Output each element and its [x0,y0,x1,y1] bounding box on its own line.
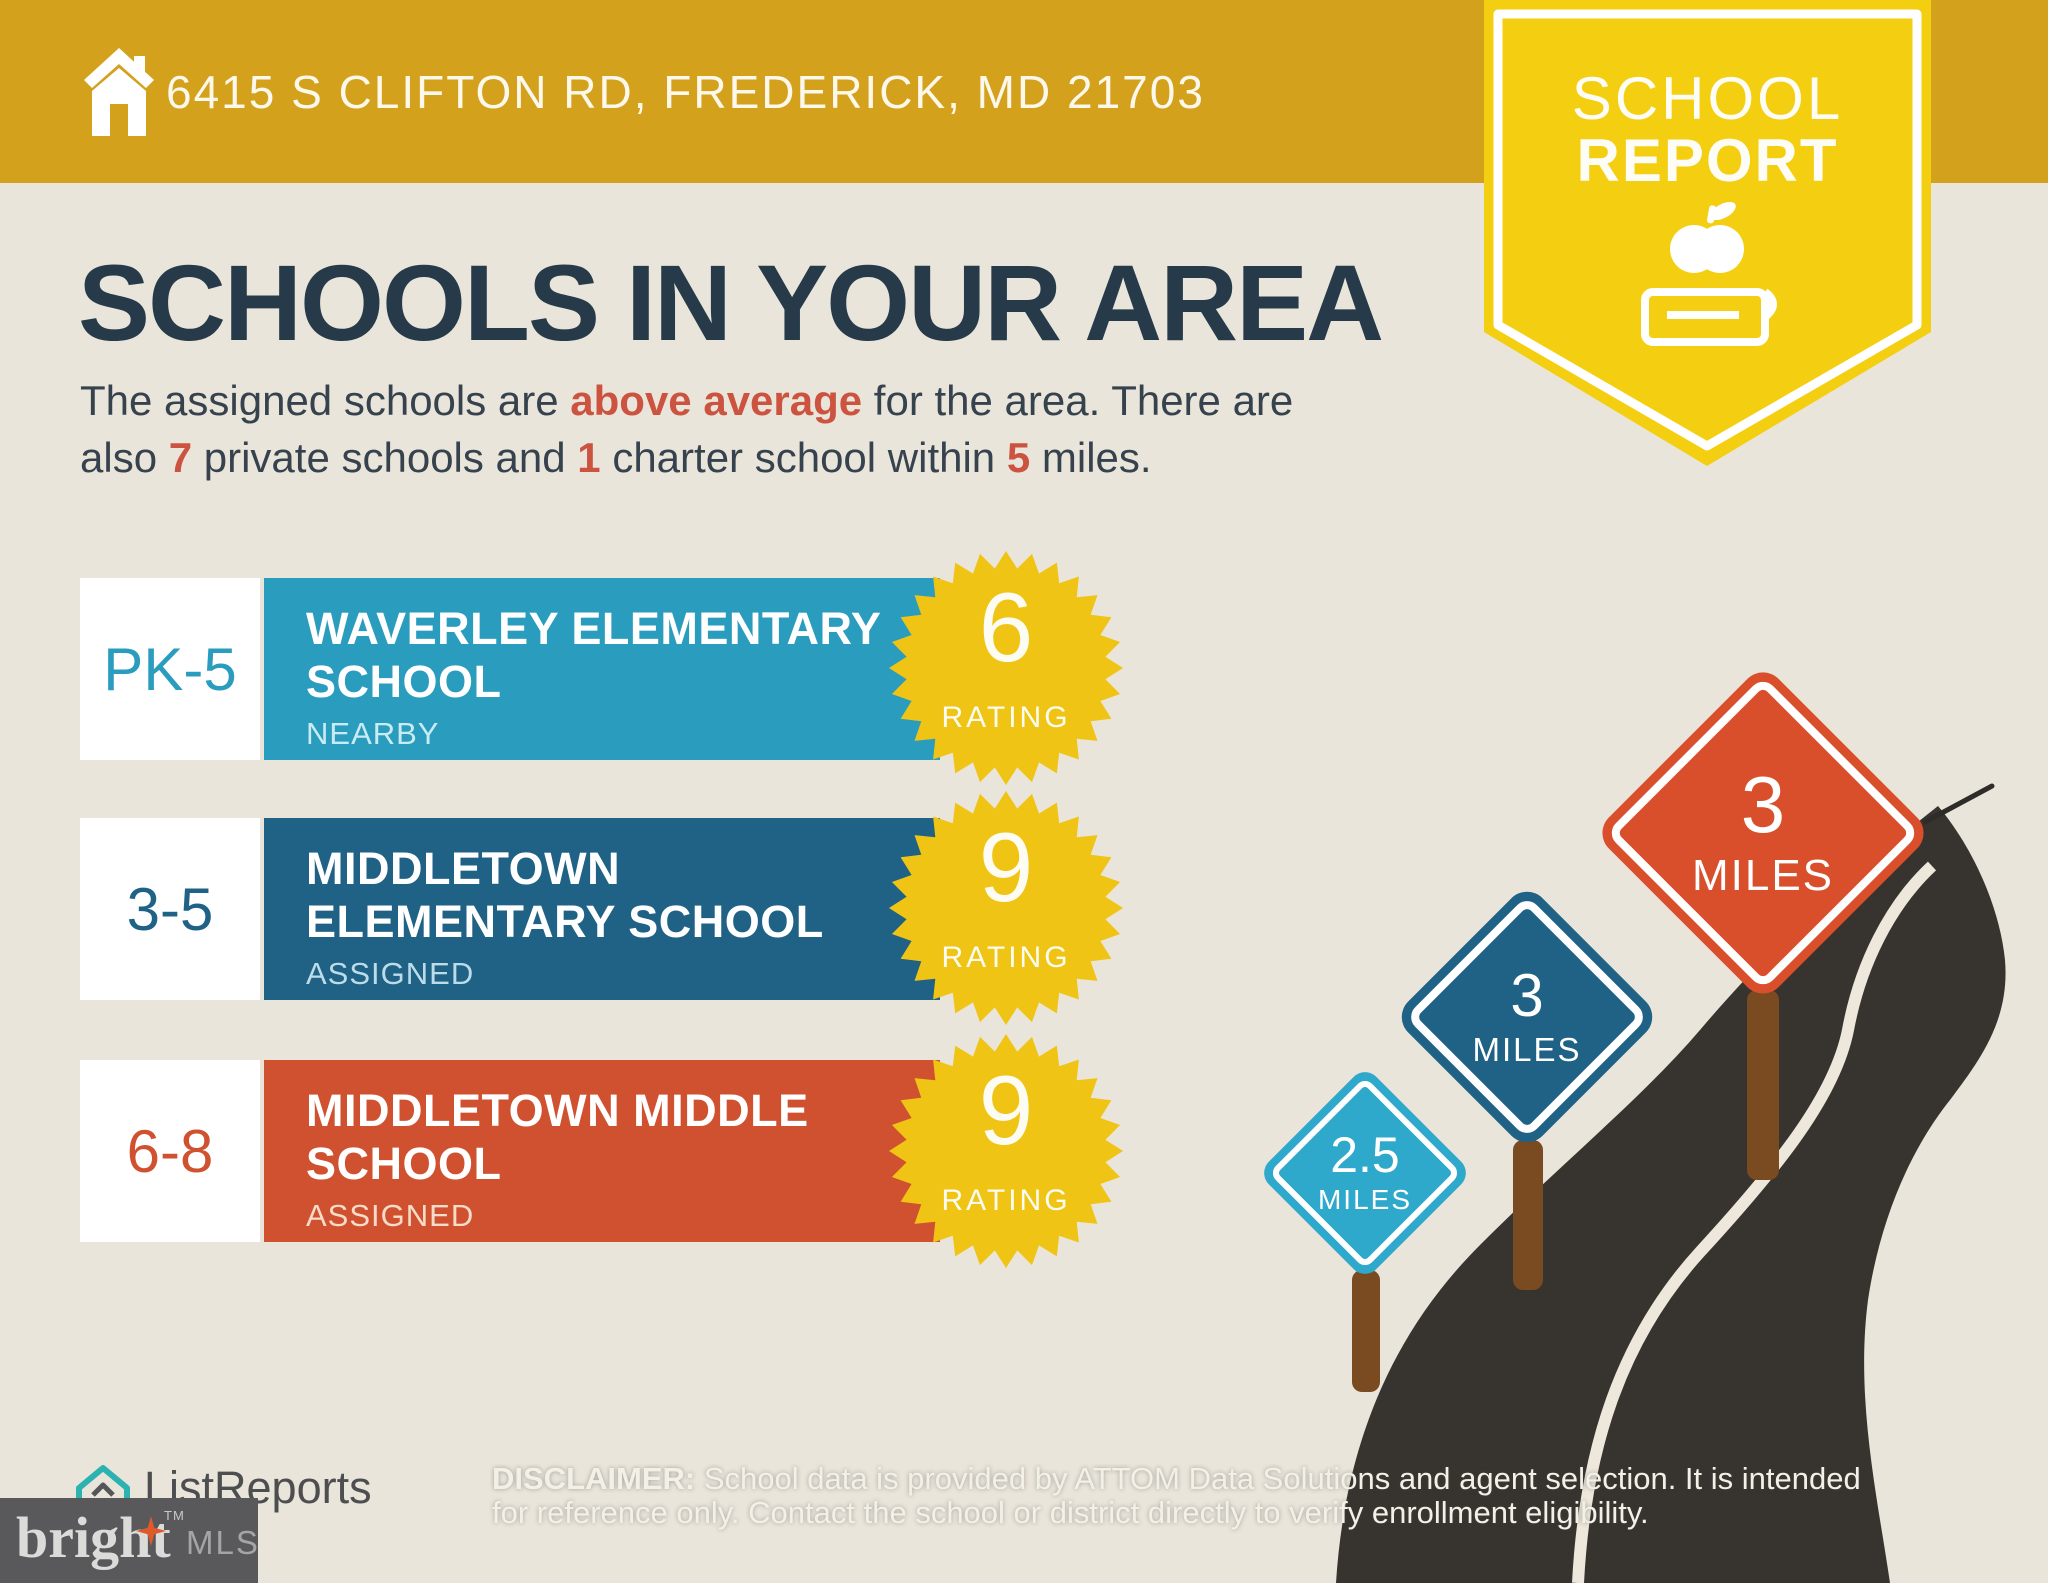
intro-text: charter school within [600,434,1007,482]
rating-badge: 9 RATING [881,1026,1131,1276]
school-name: MIDDLETOWN MIDDLE SCHOOL [306,1084,940,1190]
school-tag: NEARBY [306,716,440,752]
school-bar: MIDDLETOWN ELEMENTARY SCHOOL ASSIGNED [264,818,940,1000]
disclaimer-line: for reference only. Contact the school o… [492,1495,1649,1531]
school-report-ribbon: SCHOOL REPORT [1484,0,1931,470]
distance-sign-label: 2.5 MILES [1289,1097,1441,1249]
apple-icon [1670,201,1744,273]
bright-star-icon [136,1516,166,1546]
rating-value: 9 [978,1055,1034,1165]
rating-label: RATING [941,701,1071,734]
rating-value: 6 [978,572,1034,682]
school-bar: MIDDLETOWN MIDDLE SCHOOL ASSIGNED [264,1060,940,1242]
school-tag: ASSIGNED [306,1198,475,1234]
property-address: 6415 S CLIFTON RD, FREDERICK, MD 21703 [166,65,1205,118]
school-name-line: WAVERLEY ELEMENTARY [306,603,882,654]
distance-sign-label: 3 MILES [1643,713,1883,953]
school-name-line: MIDDLETOWN MIDDLE [306,1085,809,1136]
rating-badge: 6 RATING [881,543,1131,793]
grade-range-box: PK-5 [80,578,260,760]
intro-highlight: 7 [168,434,193,482]
intro-text: miles. [1030,434,1152,482]
school-row-waverley: PK-5 WAVERLEY ELEMENTARY SCHOOL NEARBY [80,578,940,760]
school-name-line: ELEMENTARY SCHOOL [306,896,824,948]
intro-highlight: above average [570,377,863,424]
distance-sign-3-miles-blue: 3 MILES [1392,882,1662,1152]
distance-unit: MILES [1691,851,1835,900]
sign-post [1513,1140,1543,1290]
disclaimer-bold: DISCLAIMER: [492,1461,696,1496]
school-bar: WAVERLEY ELEMENTARY SCHOOL NEARBY [264,578,940,760]
bright-wordmark: bright [16,1505,171,1570]
intro-text: The assigned schools are [80,377,571,424]
disclaimer-text: DISCLAIMER: School data is provided by A… [492,1461,1962,1531]
school-row-middletown-middle: 6-8 MIDDLETOWN MIDDLE SCHOOL ASSIGNED [80,1060,940,1242]
mls-wordmark: MLS [186,1524,260,1561]
trademark-symbol: TM [164,1508,185,1523]
ribbon-word-report: REPORT [1576,127,1839,194]
distance-value: 2.5 [1330,1127,1400,1183]
ribbon-word-school: SCHOOL [1571,65,1844,132]
intro-paragraph: The assigned schools are above average f… [80,372,1360,486]
intro-highlight: 5 [1006,434,1031,482]
distance-unit: MILES [1472,1030,1582,1068]
sign-post [1352,1270,1380,1392]
school-name-line: MIDDLETOWN [306,843,621,894]
home-icon [84,48,154,136]
book-icon [1641,288,1777,346]
school-name: MIDDLETOWN ELEMENTARY SCHOOL [306,842,940,948]
distance-sign-label: 3 MILES [1432,922,1622,1112]
intro-highlight: 1 [577,434,601,482]
starburst-icon [889,551,1123,785]
ribbon-shape [1484,0,1931,466]
school-name-line: SCHOOL [306,1138,502,1190]
bright-mls-logo: bright TM MLS [0,1498,258,1583]
rating-label: RATING [941,1184,1071,1217]
rating-badge: 9 RATING [881,783,1131,1033]
intro-text: private schools and [192,434,578,482]
sign-post [1747,990,1779,1180]
grade-range-box: 3-5 [80,818,260,1000]
distance-sign-3-miles-red: 3 MILES [1593,663,1933,1003]
rating-value: 9 [978,812,1034,922]
distance-unit: MILES [1317,1184,1413,1215]
starburst-icon [889,791,1123,1025]
page-title: SCHOOLS IN YOUR AREA [78,242,1384,363]
school-row-middletown-elem: 3-5 MIDDLETOWN ELEMENTARY SCHOOL ASSIGNE… [80,818,940,1000]
road-vanishing-line [1922,783,1995,825]
school-tag: ASSIGNED [306,956,475,992]
distance-value: 3 [1740,760,1786,849]
starburst-icon [889,1034,1123,1268]
distance-value: 3 [1510,961,1544,1029]
disclaimer-line: School data is provided by ATTOM Data So… [695,1461,1861,1496]
intro-text: for the area. There are also [80,377,1294,482]
school-name-line: SCHOOL [306,656,502,708]
rating-label: RATING [941,941,1071,974]
school-name: WAVERLEY ELEMENTARY SCHOOL [306,602,940,708]
grade-range-box: 6-8 [80,1060,260,1242]
